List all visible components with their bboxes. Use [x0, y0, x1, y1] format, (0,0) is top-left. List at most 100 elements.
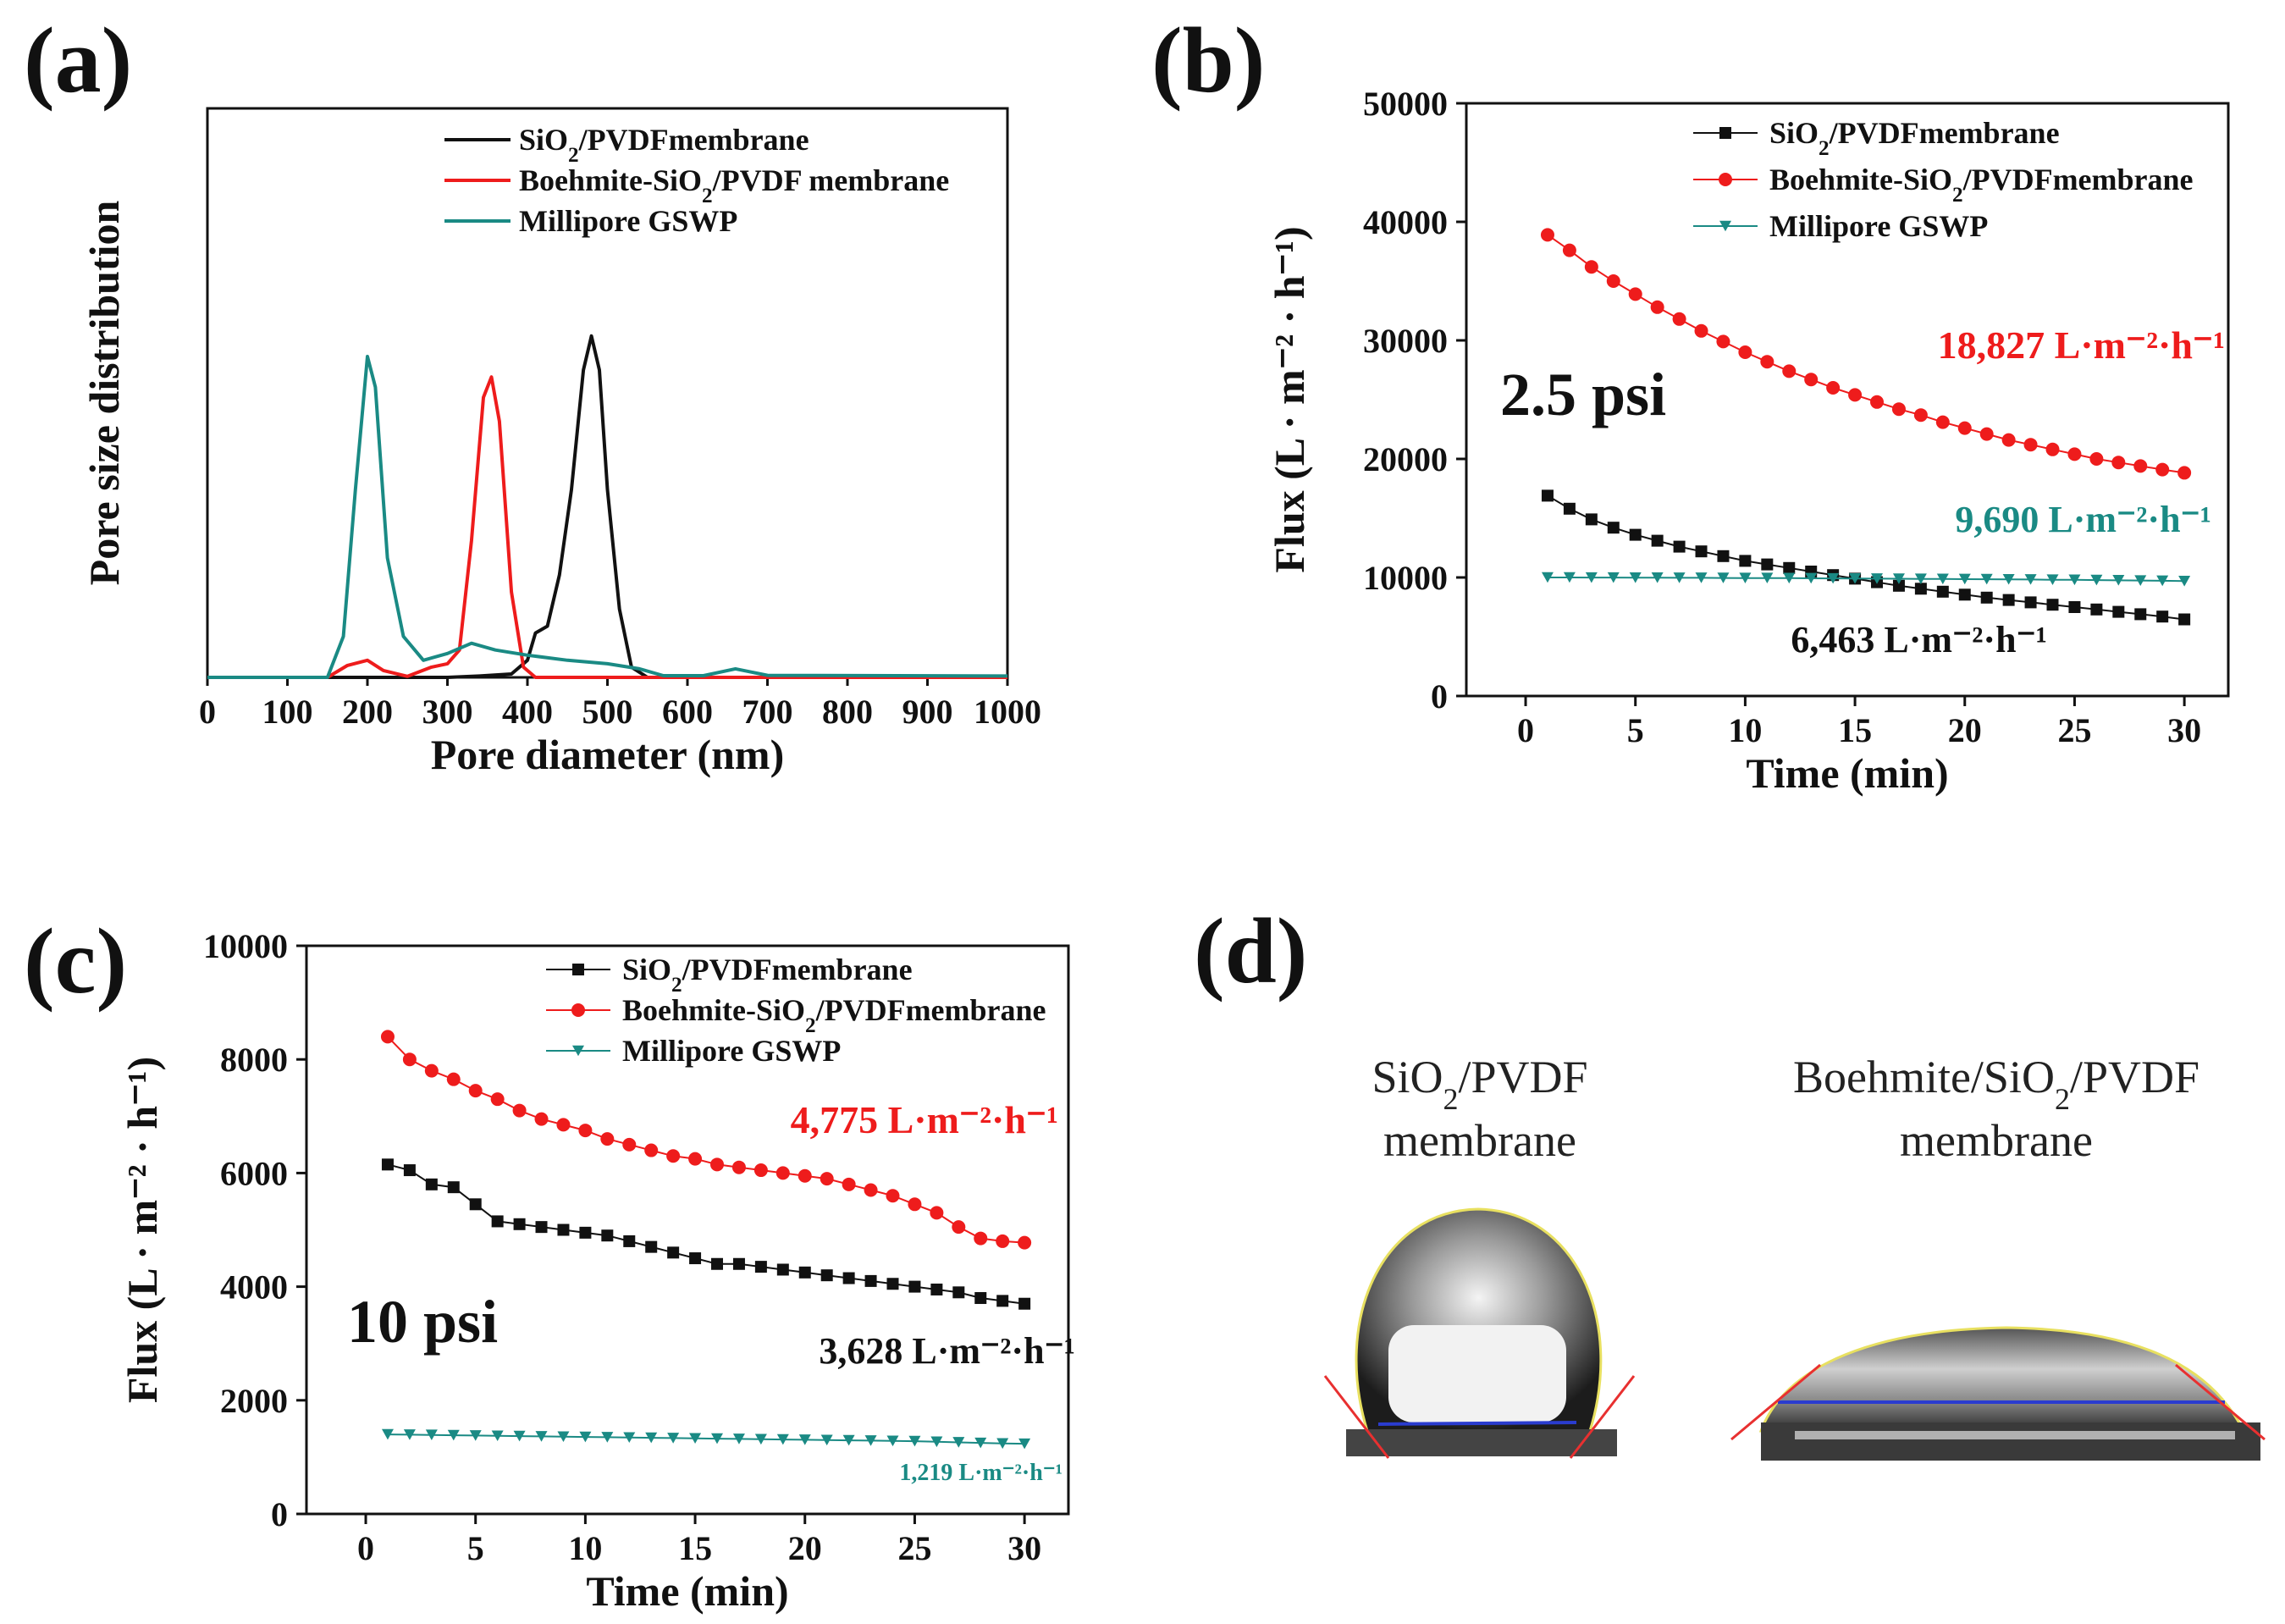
chart-c-point-square [842, 1272, 855, 1284]
chart-c-legend-marker [571, 1003, 585, 1017]
chart-c-point-circle [600, 1132, 615, 1146]
chart-b-end-value-label: 9,690 L·m⁻²·h⁻¹ [1955, 499, 2211, 540]
panel-label-a: (a) [24, 8, 132, 112]
chart-c-point-circle [864, 1183, 878, 1197]
chart-c-x-tick-label: 10 [568, 1529, 602, 1567]
chart-c-point-square [820, 1269, 833, 1282]
chart-b-end-value-label: 6,463 L·m⁻²·h⁻¹ [1791, 619, 2047, 660]
chart-c-point-circle [952, 1220, 966, 1235]
chart-a-series-line-0 [207, 334, 1007, 679]
chart-b-point-triangle-down [2178, 576, 2191, 587]
chart-c-point-square [974, 1292, 987, 1305]
chart-a-legend-label: Millipore GSWP [519, 204, 737, 238]
chart-b-y-tick-label: 10000 [1363, 559, 1448, 597]
chart-a-series-line-2 [207, 355, 1008, 679]
chart-b-point-square [2178, 613, 2191, 626]
chart-b-pressure-annotation: 2.5 psi [1500, 361, 1666, 428]
chart-c-y-tick-label: 8000 [220, 1041, 288, 1079]
chart-b-point-square [1673, 540, 1686, 553]
chart-b-point-square [1585, 513, 1598, 526]
chart-c-point-triangle-down [754, 1433, 767, 1445]
chart-c-point-circle [622, 1137, 637, 1152]
chart-c-point-square [886, 1278, 899, 1290]
chart-a-x-tick-label: 100 [262, 693, 313, 731]
left-caption-pvdf-part: /PVDF [1458, 1052, 1587, 1102]
chart-b-legend-label: SiO2/PVDFmembrane [1769, 116, 2060, 160]
chart-b: 0 5 10 15 20 25 30 0 10000 20000 30000 40000 50000 Ti… [1266, 85, 2230, 797]
chart-c-point-circle [820, 1172, 834, 1186]
chart-c-point-triangle-down [491, 1430, 504, 1442]
chart-c-point-square [469, 1198, 482, 1211]
chart-c-end-value-label: 3,628 L·m⁻²·h⁻¹ [819, 1330, 1075, 1372]
chart-c-point-triangle-down [469, 1430, 482, 1441]
panel-label-c: (c) [24, 909, 127, 1013]
chart-b-point-triangle-down [1892, 573, 1905, 584]
chart-b-x-axis-title: Time (min) [1746, 749, 1948, 797]
chart-c: 0 5 10 15 20 25 30 0 2000 4000 6000 8000 10000 Time (… [119, 927, 1075, 1615]
chart-b-point-square [2046, 599, 2059, 611]
chart-c-point-circle [775, 1166, 790, 1180]
chart-b-point-circle [2045, 442, 2060, 456]
chart-c-point-square [667, 1246, 680, 1259]
chart-c-point-circle [886, 1189, 900, 1203]
chart-b-point-triangle-down [1563, 572, 1576, 583]
chart-c-point-square [754, 1261, 767, 1273]
chart-c-plot-frame [305, 944, 1070, 1516]
chart-c-point-triangle-down [425, 1429, 438, 1441]
chart-b-end-value-label: 18,827 L·m⁻²·h⁻¹ [1938, 323, 2225, 367]
chart-c-point-square [403, 1164, 416, 1177]
chart-c-point-circle [930, 1206, 944, 1220]
chart-c-point-triangle-down [535, 1431, 548, 1442]
right-droplet-image [1730, 1326, 2266, 1461]
chart-b-point-circle [1782, 364, 1797, 378]
chart-c-point-square [952, 1286, 965, 1299]
chart-b-point-square [1936, 585, 1949, 598]
chart-c-point-square [513, 1218, 526, 1230]
chart-c-point-triangle-down [579, 1431, 592, 1443]
chart-b-point-triangle-down [1585, 572, 1598, 583]
chart-c-point-circle [753, 1163, 768, 1178]
chart-b-point-square [1717, 550, 1730, 562]
chart-c-end-value-label: 4,775 L·m⁻²·h⁻¹ [791, 1098, 1058, 1141]
left-caption-sub: 2 [1443, 1082, 1458, 1116]
chart-c-legend-label: SiO2/PVDFmembrane [622, 953, 913, 997]
left-image-caption-line1: SiO2/PVDF [1372, 1052, 1587, 1116]
chart-c-point-square [798, 1266, 811, 1279]
chart-c-x-tick-label: 20 [788, 1529, 822, 1567]
chart-b-point-circle [1870, 395, 1885, 409]
chart-b-point-square [2068, 601, 2081, 613]
chart-c-point-circle [556, 1118, 571, 1132]
chart-b-point-circle [2155, 462, 2170, 477]
chart-c-point-square [645, 1240, 658, 1253]
chart-b-point-triangle-down [2068, 574, 2081, 586]
chart-b-x-tick-label: 30 [2167, 711, 2201, 749]
chart-c-point-circle [688, 1152, 703, 1166]
chart-c-point-circle [974, 1231, 988, 1246]
chart-b-legend-label: Millipore GSWP [1769, 209, 1988, 243]
chart-c-point-square [579, 1226, 592, 1239]
chart-b-point-circle [1935, 415, 1950, 429]
chart-b-point-triangle-down [1629, 572, 1642, 583]
chart-c-legend-label: Boehmite-SiO2/PVDFmembrane [622, 993, 1046, 1037]
chart-c-point-circle [798, 1168, 812, 1183]
chart-b-point-triangle-down [1783, 572, 1796, 584]
chart-b-point-triangle-down [1871, 573, 1884, 584]
chart-c-x-tick-label: 5 [467, 1529, 484, 1567]
chart-b-point-triangle-down [2002, 573, 2015, 585]
chart-b-point-square [1607, 522, 1620, 534]
chart-b-point-square [1629, 528, 1642, 541]
chart-b-point-circle [1913, 408, 1928, 423]
chart-b-point-triangle-down [2134, 575, 2147, 586]
panel-label-d: (d) [1194, 899, 1307, 1003]
chart-b-point-square [2112, 605, 2125, 618]
chart-b-point-circle [1891, 402, 1906, 417]
chart-b-x-tick-label: 0 [1517, 711, 1534, 749]
chart-c-y-tick-label: 0 [271, 1495, 288, 1533]
chart-a-x-tick-label: 1000 [974, 693, 1041, 731]
chart-b-point-triangle-down [2112, 575, 2125, 586]
chart-b-point-triangle-down [1958, 573, 1971, 585]
chart-c-point-square [447, 1181, 460, 1194]
chart-b-point-triangle-down [1541, 572, 1554, 583]
chart-b-point-triangle-down [1739, 572, 1752, 583]
